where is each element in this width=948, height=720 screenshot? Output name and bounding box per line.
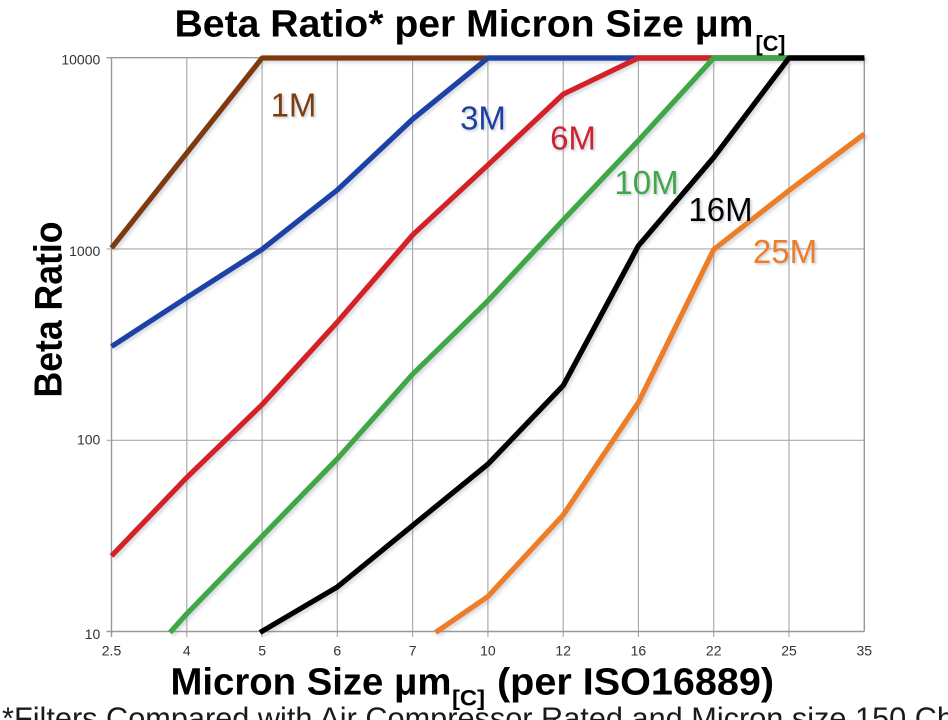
svg-text:16M: 16M: [688, 191, 752, 228]
svg-text:10000: 10000: [61, 52, 100, 68]
svg-text:100: 100: [77, 432, 101, 448]
svg-text:3M: 3M: [460, 100, 506, 137]
svg-text:25: 25: [781, 643, 797, 659]
svg-text:35: 35: [857, 643, 873, 659]
svg-text:[C]: [C]: [756, 31, 786, 56]
svg-text:2.5: 2.5: [102, 643, 122, 659]
svg-text:1M: 1M: [271, 87, 317, 124]
svg-text:16: 16: [631, 643, 647, 659]
svg-text:5: 5: [258, 643, 266, 659]
svg-text:10: 10: [480, 643, 496, 659]
svg-text:7: 7: [409, 643, 417, 659]
svg-text:6: 6: [333, 643, 341, 659]
svg-text:Micron Size μm: Micron Size μm: [171, 662, 452, 704]
svg-text:12: 12: [555, 643, 571, 659]
svg-text:*Filters Compared with Air Com: *Filters Compared with Air Compressor Ra…: [2, 701, 948, 720]
svg-text:10M: 10M: [614, 164, 678, 201]
svg-text:6M: 6M: [550, 120, 596, 157]
svg-text:Beta Ratio: Beta Ratio: [28, 222, 71, 398]
svg-text:4: 4: [183, 643, 191, 659]
svg-text:(per ISO16889): (per ISO16889): [497, 662, 774, 704]
svg-text:22: 22: [706, 643, 722, 659]
svg-text:10: 10: [85, 626, 101, 642]
svg-text:1000: 1000: [69, 243, 100, 259]
svg-text:Beta Ratio* per Micron Size μm: Beta Ratio* per Micron Size μm: [175, 3, 754, 45]
svg-text:[C]: [C]: [452, 686, 485, 711]
svg-text:25M: 25M: [753, 233, 817, 270]
